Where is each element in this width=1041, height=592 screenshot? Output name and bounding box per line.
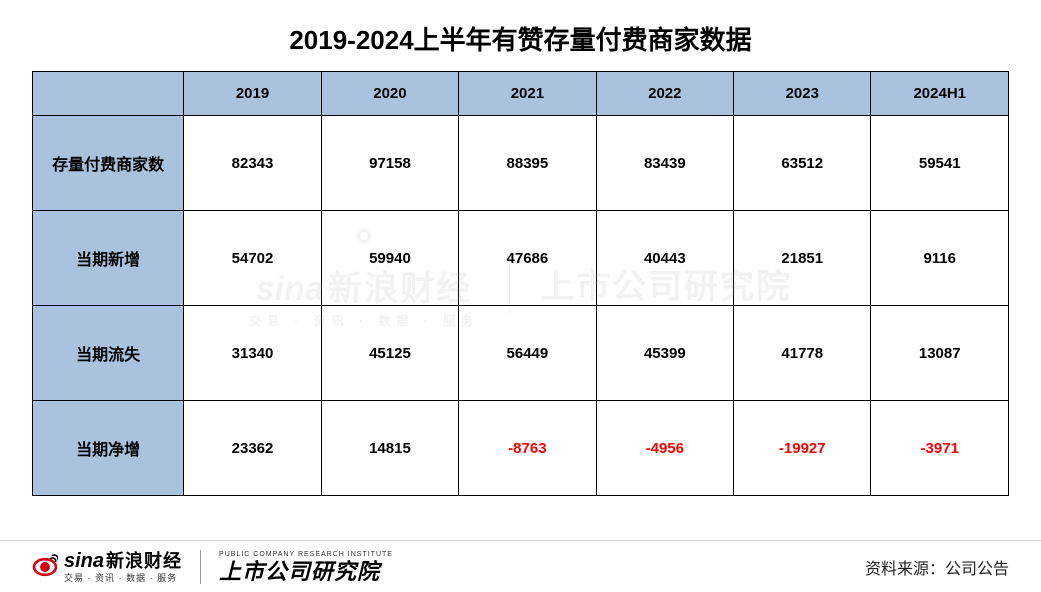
footer: sina 新浪财经 交易 · 资讯 · 数据 · 服务 PUBLIC COMPA… [0, 540, 1041, 592]
table-cell: 63512 [734, 116, 871, 211]
table-cell: 14815 [321, 401, 458, 496]
brand-institute-cn: 上市公司研究院 [219, 561, 393, 583]
brand-sina-sub: 交易 · 资讯 · 数据 · 服务 [64, 574, 182, 583]
table-cell: 54702 [184, 211, 321, 306]
table-column-header: 2021 [459, 72, 596, 116]
source-label: 资料来源： [865, 561, 945, 578]
table-corner-cell [33, 72, 184, 116]
table-cell: 83439 [596, 116, 733, 211]
table-header-row: 201920202021202220232024H1 [33, 72, 1009, 116]
page-container: 2019-2024上半年有赞存量付费商家数据 20192020202120222… [0, 0, 1041, 592]
table-row-label: 存量付费商家数 [33, 116, 184, 211]
table-cell: -8763 [459, 401, 596, 496]
table-cell: 40443 [596, 211, 733, 306]
data-table: 201920202021202220232024H1 存量付费商家数823439… [32, 71, 1009, 496]
sina-eye-icon [32, 554, 58, 580]
source-value: 公司公告 [945, 561, 1009, 578]
table-cell: -19927 [734, 401, 871, 496]
table-cell: 13087 [871, 306, 1009, 401]
brand-institute-en: PUBLIC COMPANY RESEARCH INSTITUTE [219, 551, 393, 558]
table-cell: 59541 [871, 116, 1009, 211]
table-cell: 21851 [734, 211, 871, 306]
table-column-header: 2020 [321, 72, 458, 116]
table-column-header: 2024H1 [871, 72, 1009, 116]
page-title: 2019-2024上半年有赞存量付费商家数据 [32, 12, 1009, 71]
table-row: 当期流失313404512556449453994177813087 [33, 306, 1009, 401]
table-cell: 41778 [734, 306, 871, 401]
table-cell: 23362 [184, 401, 321, 496]
table-row: 当期净增2336214815-8763-4956-19927-3971 [33, 401, 1009, 496]
table-cell: 47686 [459, 211, 596, 306]
table-cell: 82343 [184, 116, 321, 211]
table-cell: 56449 [459, 306, 596, 401]
table-row-label: 当期净增 [33, 401, 184, 496]
table-cell: 88395 [459, 116, 596, 211]
table-cell: 97158 [321, 116, 458, 211]
table-cell: 45399 [596, 306, 733, 401]
table-column-header: 2023 [734, 72, 871, 116]
table-cell: -4956 [596, 401, 733, 496]
table-cell: 59940 [321, 211, 458, 306]
table-cell: 31340 [184, 306, 321, 401]
table-column-header: 2022 [596, 72, 733, 116]
table-cell: 45125 [321, 306, 458, 401]
table-column-header: 2019 [184, 72, 321, 116]
table-cell: 9116 [871, 211, 1009, 306]
table-row: 当期新增54702599404768640443218519116 [33, 211, 1009, 306]
footer-left: sina 新浪财经 交易 · 资讯 · 数据 · 服务 PUBLIC COMPA… [32, 550, 393, 584]
table-wrapper: 201920202021202220232024H1 存量付费商家数823439… [32, 71, 1009, 496]
brand-sina: sina 新浪财经 交易 · 资讯 · 数据 · 服务 [32, 551, 182, 583]
brand-sina-logo-text: sina [64, 551, 104, 571]
brand-sina-cn: 新浪财经 [106, 552, 182, 570]
table-row: 存量付费商家数823439715888395834396351259541 [33, 116, 1009, 211]
footer-source: 资料来源：公司公告 [865, 555, 1009, 579]
brand-institute: PUBLIC COMPANY RESEARCH INSTITUTE 上市公司研究… [219, 551, 393, 583]
table-row-label: 当期新增 [33, 211, 184, 306]
table-cell: -3971 [871, 401, 1009, 496]
footer-separator [200, 550, 201, 584]
table-row-label: 当期流失 [33, 306, 184, 401]
